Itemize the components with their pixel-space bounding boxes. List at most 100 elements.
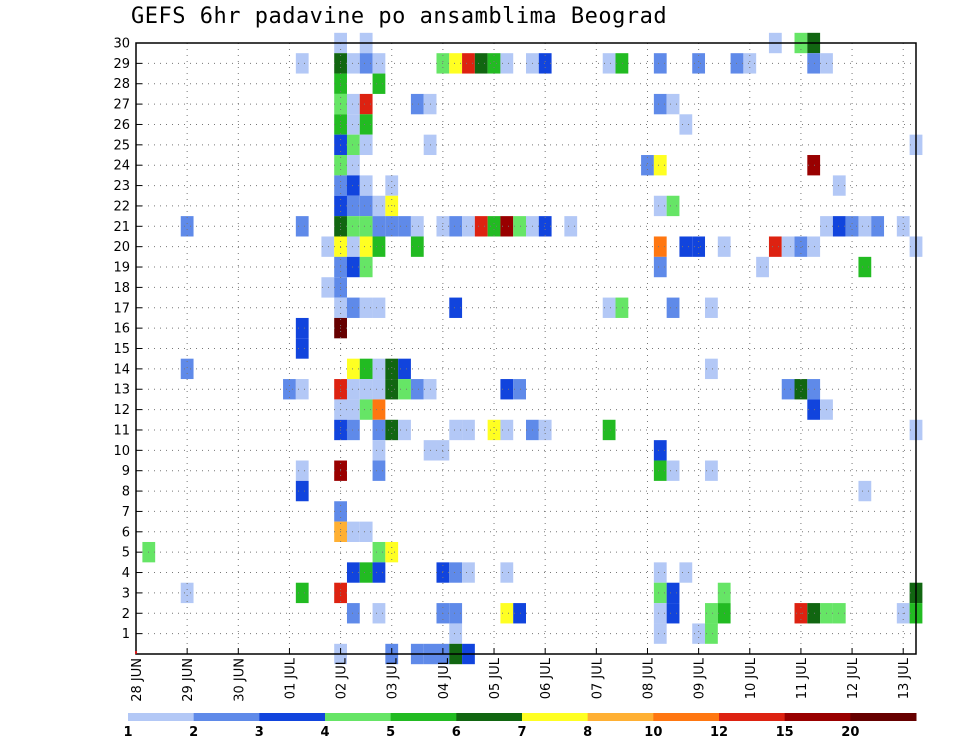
heatmap-cell — [679, 562, 693, 583]
heatmap-cell — [372, 73, 386, 94]
heatmap-cell — [807, 379, 821, 400]
y-tick-label: 15 — [113, 342, 130, 357]
heatmap-cell — [398, 379, 411, 400]
heatmap-cell — [500, 562, 514, 583]
y-tick-label: 22 — [113, 199, 130, 214]
heatmap-cell — [653, 562, 667, 583]
heatmap-cell — [692, 53, 706, 74]
heatmap-cell — [372, 399, 386, 420]
heatmap-cell — [449, 623, 463, 644]
heatmap-cell — [398, 216, 411, 237]
heatmap-cell — [538, 419, 552, 441]
heatmap-cell — [346, 358, 360, 380]
heatmap-cell — [858, 256, 872, 278]
heatmap-cell — [692, 623, 706, 644]
colorbar-swatch — [390, 713, 457, 721]
heatmap-cell — [385, 419, 399, 441]
heatmap-cell — [346, 114, 360, 135]
heatmap-cell — [295, 317, 309, 339]
x-tick-label: 13 JUL — [897, 657, 912, 699]
heatmap-cell — [385, 541, 399, 563]
heatmap-cell — [538, 53, 552, 74]
y-tick-label: 27 — [113, 98, 130, 113]
colorbar-swatch — [784, 713, 851, 721]
heatmap-cell — [346, 195, 360, 217]
heatmap-cell — [794, 379, 808, 400]
heatmap-cell — [359, 256, 373, 278]
heatmap-cell — [500, 603, 514, 624]
heatmap-cell — [346, 216, 360, 237]
heatmap-cell — [896, 216, 910, 237]
colorbar-label: 7 — [517, 725, 526, 740]
colorbar-swatch — [128, 713, 195, 721]
colorbar-swatch — [653, 713, 720, 721]
y-tick-label: 5 — [122, 546, 130, 561]
y-tick-label: 10 — [113, 444, 130, 459]
heatmap-cell — [295, 480, 309, 502]
heatmap-cell — [807, 236, 821, 257]
heatmap-cell — [346, 53, 360, 74]
y-tick-label: 23 — [113, 179, 130, 194]
heatmap-cells — [142, 32, 923, 665]
colorbar-label: 2 — [189, 725, 198, 740]
heatmap-cell — [372, 419, 386, 441]
heatmap-cell — [385, 216, 399, 237]
heatmap-cell — [602, 53, 616, 74]
heatmap-cell — [372, 195, 386, 217]
heatmap-cell — [653, 623, 667, 644]
heatmap-cell — [602, 297, 616, 318]
colorbar-label: 15 — [776, 725, 794, 740]
heatmap-cell — [705, 358, 718, 380]
heatmap-cell — [871, 216, 885, 237]
x-tick-label: 04 JUL — [437, 657, 452, 699]
heatmap-cell — [359, 53, 373, 74]
heatmap-cell — [346, 521, 360, 542]
heatmap-cell — [462, 216, 475, 237]
heatmap-cell — [602, 419, 616, 441]
heatmap-cell — [283, 379, 296, 400]
colorbar-swatch — [522, 713, 589, 721]
y-tick-label: 26 — [113, 118, 130, 133]
x-tick-label: 11 JUL — [795, 657, 810, 699]
x-tick-label: 28 JUN — [130, 658, 145, 702]
heatmap-cell — [538, 216, 552, 237]
colorbar: 1 2 3 4 5 6 7 8 10 12 15 20 — [123, 713, 917, 740]
heatmap-cell — [359, 175, 373, 196]
heatmap-cell — [346, 134, 360, 156]
colorbar-label: 5 — [386, 725, 395, 740]
heatmap-cell — [359, 379, 373, 400]
heatmap-cell — [449, 216, 463, 237]
y-tick-label: 24 — [113, 159, 130, 174]
heatmap-cell — [500, 216, 514, 237]
heatmap-cell — [346, 256, 360, 278]
heatmap-cell — [653, 53, 667, 74]
heatmap-cell — [385, 379, 399, 400]
heatmap-cell — [615, 297, 629, 318]
heatmap-cell — [372, 236, 386, 257]
heatmap-cell — [858, 480, 872, 502]
heatmap-cell — [487, 419, 501, 441]
colorbar-label: 8 — [583, 725, 592, 740]
heatmap-cell — [359, 358, 373, 380]
heatmap-cell — [359, 195, 373, 217]
heatmap-cell — [372, 603, 386, 624]
heatmap-cell — [449, 419, 463, 441]
colorbar-label: 6 — [452, 725, 461, 740]
y-tick-label: 30 — [113, 37, 130, 52]
heatmap-cell — [679, 114, 693, 135]
heatmap-cell — [832, 216, 846, 237]
heatmap-cell — [372, 358, 386, 380]
heatmap-cell — [513, 379, 526, 400]
colorbar-label: 1 — [123, 725, 132, 740]
heatmap-cell — [743, 53, 757, 74]
heatmap-cell — [372, 297, 386, 318]
chart-title: GEFS 6hr padavine po ansamblima Beograd — [131, 4, 668, 29]
heatmap-cell — [346, 236, 360, 257]
heatmap-cell — [807, 399, 821, 420]
heatmap-cell — [449, 297, 463, 318]
heatmap-cell — [359, 521, 373, 542]
heatmap-cell — [346, 399, 360, 420]
heatmap-cell — [768, 236, 782, 257]
heatmap-cell — [705, 460, 718, 481]
heatmap-cell — [474, 216, 488, 237]
